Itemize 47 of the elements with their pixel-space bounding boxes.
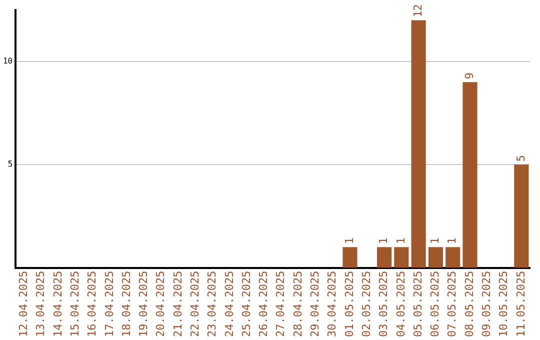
bar bbox=[428, 247, 443, 268]
x-tick-label: 01.05.2025 bbox=[342, 270, 356, 338]
x-tick-label: 12.04.2025 bbox=[17, 270, 30, 338]
x-tick-label: 30.04.2025 bbox=[326, 270, 339, 338]
bar bbox=[376, 247, 392, 268]
x-tick-label: 15.04.2025 bbox=[68, 270, 82, 338]
x-tick-label: 18.04.2025 bbox=[120, 270, 133, 338]
bar bbox=[462, 82, 478, 268]
x-tick-label: 04.05.2025 bbox=[394, 270, 408, 338]
x-tick-label: 05.05.2025 bbox=[411, 270, 424, 338]
data-label: 1 bbox=[377, 238, 390, 244]
data-label: 1 bbox=[394, 238, 408, 244]
y-tick-label: 10 bbox=[2, 56, 13, 66]
data-label: 1 bbox=[446, 238, 459, 244]
x-tick-label: 02.05.2025 bbox=[360, 270, 373, 338]
x-tick-label: 10.05.2025 bbox=[497, 270, 510, 338]
data-label: 12 bbox=[411, 4, 424, 18]
data-label: 9 bbox=[462, 72, 476, 80]
bar bbox=[514, 164, 529, 268]
x-tick-label: 17.04.2025 bbox=[102, 270, 116, 338]
x-tick-label: 14.04.2025 bbox=[51, 270, 64, 338]
x-tick-label: 20.04.2025 bbox=[154, 270, 168, 338]
x-tick-label: 27.04.2025 bbox=[274, 270, 288, 338]
bar bbox=[446, 247, 460, 268]
x-tick-label: 08.05.2025 bbox=[462, 270, 476, 338]
bar bbox=[342, 247, 358, 268]
bar bbox=[394, 247, 409, 268]
data-label: 1 bbox=[342, 238, 356, 244]
x-tick-label: 09.05.2025 bbox=[480, 270, 493, 338]
x-tick-label: 03.05.2025 bbox=[377, 270, 390, 338]
x-tick-label: 26.04.2025 bbox=[257, 270, 270, 338]
data-label: 1 bbox=[428, 238, 442, 244]
x-tick-label: 23.04.2025 bbox=[206, 270, 219, 338]
bar bbox=[411, 20, 426, 268]
x-tick-label: 24.04.2025 bbox=[222, 270, 236, 338]
x-tick-label: 19.04.2025 bbox=[137, 270, 150, 338]
x-tick-label: 28.04.2025 bbox=[291, 270, 304, 338]
x-tick-label: 21.04.2025 bbox=[171, 270, 184, 338]
x-tick-label: 16.04.2025 bbox=[86, 270, 99, 338]
x-tick-label: 13.04.2025 bbox=[34, 270, 48, 338]
x-tick-label: 25.04.2025 bbox=[240, 270, 253, 338]
x-tick-label: 22.04.2025 bbox=[188, 270, 202, 338]
x-tick-label: 11.05.2025 bbox=[514, 270, 528, 338]
data-label: 5 bbox=[514, 155, 528, 162]
x-tick-label: 06.05.2025 bbox=[428, 270, 442, 338]
x-tick-label: 29.04.2025 bbox=[308, 270, 322, 338]
x-tick-label: 07.05.2025 bbox=[446, 270, 459, 338]
